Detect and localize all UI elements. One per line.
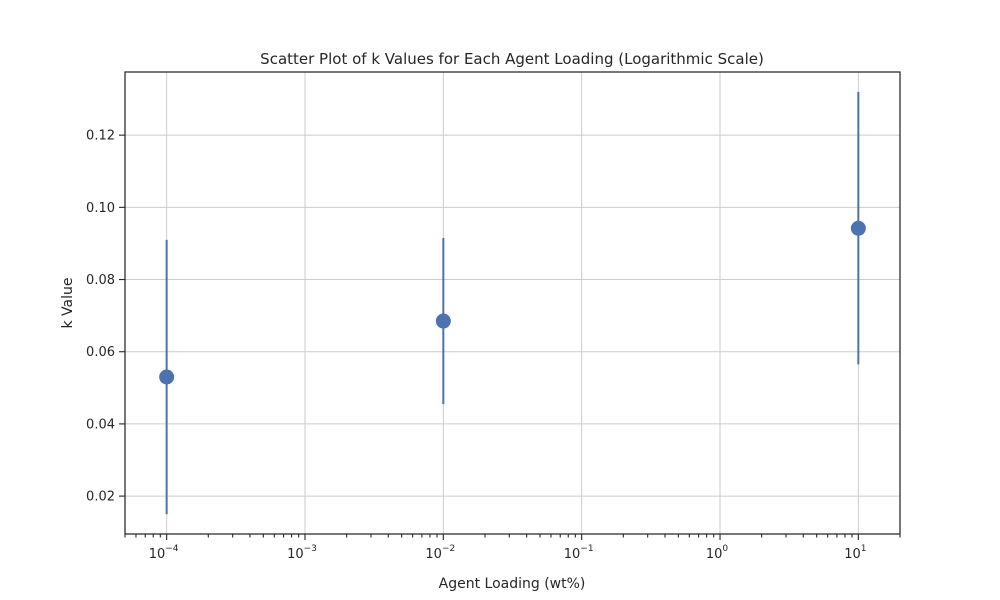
y-tick-label: 0.06 [86, 345, 115, 360]
plot-frame [124, 71, 901, 535]
x-tick-label-base: 10 [564, 547, 581, 562]
error-bar-layer [165, 91, 860, 515]
x-tick-label: 100 [706, 544, 729, 562]
y-tick-label: 0.02 [86, 490, 115, 505]
x-tick-label-base: 10 [287, 547, 304, 562]
x-tick-label: 10−1 [564, 544, 594, 562]
grid-layer [125, 72, 900, 534]
data-point [850, 220, 866, 236]
data-point [159, 369, 175, 385]
tick-label-layer: 10−4 10−3 10−2 10−1 100 1010.020.040.060.080.… [86, 129, 866, 562]
tick-layer [119, 134, 901, 540]
x-tick-label: 10−2 [425, 544, 455, 562]
y-tick-label: 0.04 [86, 417, 115, 432]
y-tick-label: 0.12 [86, 129, 115, 144]
x-tick-label: 10−4 [149, 544, 179, 562]
x-tick-label-exponent: 1 [861, 544, 867, 554]
x-tick-label-exponent: −2 [442, 544, 455, 554]
data-point [435, 313, 451, 329]
x-tick-label-exponent: −4 [165, 544, 179, 554]
x-tick-label-base: 10 [706, 547, 723, 562]
y-tick-label: 0.08 [86, 273, 115, 288]
x-tick-label: 101 [844, 544, 866, 562]
data-point-layer [159, 220, 866, 385]
x-tick-label-base: 10 [425, 547, 442, 562]
y-axis-label: k Value [60, 277, 76, 328]
y-tick-label: 0.10 [86, 201, 115, 216]
chart-title: Scatter Plot of k Values for Each Agent … [260, 50, 764, 68]
x-tick-label: 10−3 [287, 544, 317, 562]
x-tick-label-base: 10 [149, 547, 166, 562]
x-tick-label-exponent: −3 [304, 544, 317, 554]
x-tick-label-exponent: −1 [580, 544, 593, 554]
x-tick-label-exponent: 0 [722, 544, 728, 554]
x-tick-label-base: 10 [844, 547, 861, 562]
x-axis-label: Agent Loading (wt%) [439, 576, 586, 592]
